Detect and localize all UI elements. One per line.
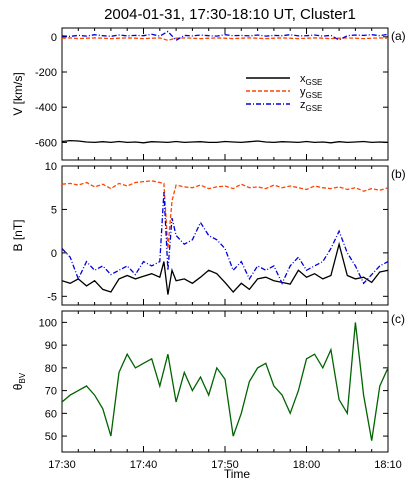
- y-tick-label: -400: [35, 102, 57, 114]
- x-tick-label: 18:10: [374, 459, 402, 471]
- y-tick-label: 50: [45, 431, 57, 443]
- x-tick-label: 17:40: [130, 459, 158, 471]
- y-axis-label-subscript: BV: [18, 372, 27, 383]
- y-tick-label: 70: [45, 386, 57, 398]
- y-axis-label: θBV: [11, 372, 27, 390]
- plot-frame: [61, 165, 389, 306]
- y-tick-label: -600: [35, 137, 57, 149]
- legend-subscript: GSE: [306, 91, 323, 100]
- y-axis-label: B [nT]: [11, 219, 25, 251]
- x-tick-label: 18:00: [293, 459, 321, 471]
- panel-theta-bv: 100 90 80 70 60 50 θBV (c): [11, 310, 405, 453]
- time-axis: 17:30 17:40 17:50 18:00 18:10: [48, 459, 402, 471]
- legend-label-y: yGSE: [300, 86, 322, 100]
- y-tick-label: 0: [51, 32, 57, 44]
- x-tick-label: 17:30: [48, 459, 76, 471]
- y-axis-label: V [km/s]: [11, 72, 25, 115]
- series-line-y: [62, 180, 388, 249]
- y-tick-label: 100: [39, 317, 57, 329]
- series-line-x: [62, 241, 388, 295]
- y-tick-label: 0: [51, 248, 57, 260]
- y-tick-label: -5: [47, 291, 57, 303]
- series-line-z: [62, 192, 388, 285]
- legend-subscript: GSE: [306, 104, 323, 113]
- y-tick-label: 10: [45, 161, 57, 173]
- y-tick-label: 90: [45, 340, 57, 352]
- x-axis-label: Time: [224, 467, 251, 481]
- series-line-x: [62, 139, 388, 144]
- panel-tag: (b): [391, 167, 406, 181]
- y-tick-label: 5: [51, 204, 57, 216]
- x-tick-label: 17:50: [211, 459, 239, 471]
- legend-label-x: xGSE: [300, 73, 322, 87]
- y-tick-label: 60: [45, 408, 57, 420]
- legend-label-z: zGSE: [300, 99, 322, 113]
- panel-tag: (a): [391, 29, 406, 43]
- y-tick-label: -200: [35, 67, 57, 79]
- panel-tag: (c): [391, 312, 405, 326]
- panel-magnetic-field: 10 5 0 -5 B [nT] (b): [11, 161, 406, 306]
- figure-title: 2004-01-31, 17:30-18:10 UT, Cluster1: [104, 6, 356, 23]
- series-line-y: [62, 37, 388, 41]
- y-tick-label: 80: [45, 363, 57, 375]
- legend-subscript: GSE: [306, 78, 323, 87]
- series-line-theta_BV: [62, 322, 388, 441]
- plot-frame: [61, 27, 389, 161]
- series-line-z: [62, 30, 388, 42]
